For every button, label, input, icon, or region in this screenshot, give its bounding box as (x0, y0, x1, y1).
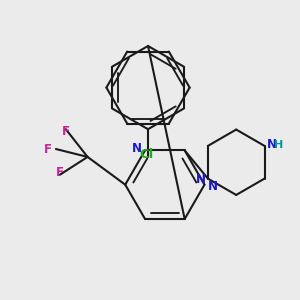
Text: N: N (266, 138, 277, 152)
Text: F: F (56, 166, 64, 179)
Text: N: N (196, 173, 206, 186)
Text: Cl: Cl (139, 148, 153, 161)
Text: F: F (44, 142, 52, 155)
Text: F: F (62, 125, 70, 138)
Text: N: N (208, 180, 218, 193)
Text: H: H (274, 140, 284, 150)
Text: N: N (132, 142, 142, 155)
